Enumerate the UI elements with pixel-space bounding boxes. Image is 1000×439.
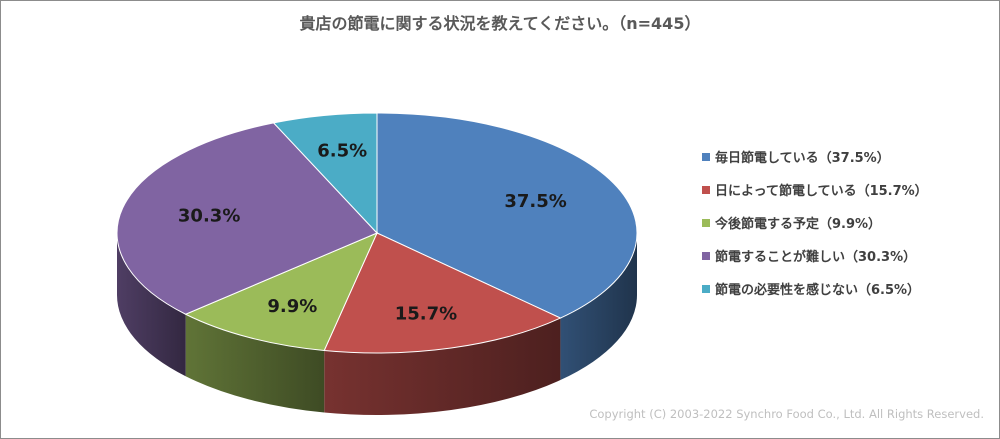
pie-side-2 xyxy=(185,314,325,413)
legend-label: 節電の必要性を感じない（6.5%） xyxy=(715,283,921,298)
pie-data-label-0: 37.5% xyxy=(504,191,566,212)
pie-data-label-4: 6.5% xyxy=(317,141,367,162)
legend-swatch xyxy=(702,185,710,194)
pie-data-labels: 37.5% 15.7% 9.9% 30.3% 6.5% xyxy=(178,141,567,325)
legend-item-0: 毎日節電している（37.5%） xyxy=(702,140,928,173)
pie-data-label-1: 15.7% xyxy=(395,304,457,325)
pie-side-1 xyxy=(324,318,561,415)
legend-item-1: 日によって節電している（15.7%） xyxy=(702,173,928,206)
legend-swatch xyxy=(702,251,710,260)
legend-label: 毎日節電している（37.5%） xyxy=(715,151,890,166)
legend-item-2: 今後節電する予定（9.9%） xyxy=(702,206,928,239)
pie-side-0 xyxy=(560,233,637,381)
copyright-text: Copyright (C) 2003-2022 Synchro Food Co.… xyxy=(589,407,984,421)
pie-side-3 xyxy=(117,233,186,377)
legend-swatch xyxy=(702,284,710,293)
legend-label: 節電することが難しい（30.3%） xyxy=(715,250,917,265)
pie-slice-0 xyxy=(376,112,638,319)
pie-side-walls xyxy=(117,233,637,415)
pie-top-faces xyxy=(116,112,638,354)
pie-slice-3 xyxy=(116,122,378,315)
legend-label: 日によって節電している（15.7%） xyxy=(715,184,928,199)
legend-item-4: 節電の必要性を感じない（6.5%） xyxy=(702,272,928,305)
legend-label: 今後節電する予定（9.9%） xyxy=(715,217,882,232)
legend-item-3: 節電することが難しい（30.3%） xyxy=(702,239,928,272)
pie-slice-1 xyxy=(323,232,562,354)
chart-title: 貴店の節電に関する状況を教えてください。（n=445） xyxy=(299,14,701,33)
pie-data-label-3: 30.3% xyxy=(178,206,240,227)
pie-slice-2 xyxy=(184,232,378,352)
legend-swatch xyxy=(702,152,710,161)
legend-swatch xyxy=(702,218,710,227)
pie-data-label-2: 9.9% xyxy=(267,296,317,317)
pie-slice-4 xyxy=(272,112,378,235)
chart-legend: 毎日節電している（37.5%） 日によって節電している（15.7%） 今後節電する予… xyxy=(702,140,928,305)
